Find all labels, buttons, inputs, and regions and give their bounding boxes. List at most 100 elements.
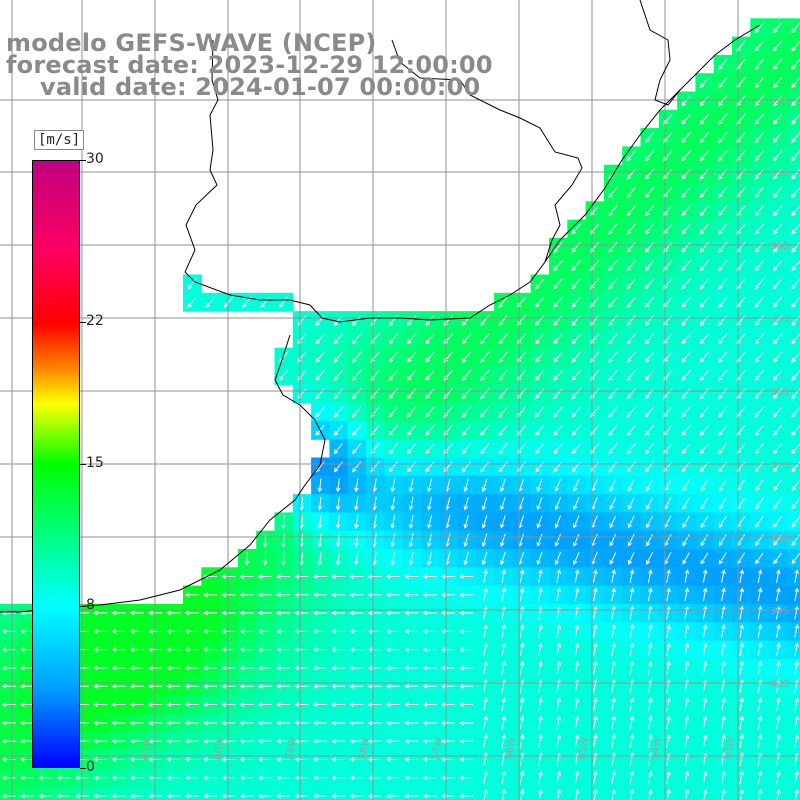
wind-arrow bbox=[459, 757, 474, 762]
wind-arrow bbox=[202, 702, 217, 707]
wind-arrow bbox=[349, 793, 364, 799]
wind-arrow bbox=[129, 610, 144, 616]
wind-arrow bbox=[754, 95, 764, 107]
wind-arrow bbox=[666, 605, 671, 620]
wind-arrow bbox=[553, 424, 563, 436]
wind-arrow bbox=[538, 605, 543, 620]
wind-arrow bbox=[646, 497, 654, 510]
wind-arrow bbox=[772, 461, 783, 473]
wind-arrow bbox=[184, 610, 199, 616]
wind-arrow bbox=[721, 678, 726, 693]
latitude-label: 36S bbox=[770, 387, 789, 398]
wind-arrow bbox=[647, 587, 653, 602]
wind-arrow bbox=[699, 461, 710, 473]
wind-arrow bbox=[276, 738, 291, 744]
wind-arrow bbox=[427, 496, 433, 511]
wind-arrow bbox=[349, 574, 364, 579]
wind-arrow bbox=[148, 610, 163, 616]
colorbar-unit: [m/s] bbox=[34, 130, 85, 150]
wind-speed-cell bbox=[439, 786, 459, 800]
wind-arrow bbox=[647, 770, 653, 785]
wind-arrow bbox=[440, 757, 455, 762]
wind-arrow bbox=[611, 660, 616, 675]
wind-arrow bbox=[239, 738, 254, 744]
wind-speed-cell bbox=[786, 695, 800, 715]
wind-arrow bbox=[776, 569, 781, 583]
wind-arrow bbox=[166, 702, 181, 707]
wind-arrow bbox=[699, 168, 710, 180]
wind-arrow bbox=[500, 515, 506, 529]
wind-arrow bbox=[754, 461, 764, 473]
wind-arrow bbox=[239, 757, 254, 762]
wind-arrow bbox=[609, 478, 617, 492]
wind-arrow bbox=[312, 683, 327, 689]
wind-arrow bbox=[718, 314, 728, 327]
wind-arrow bbox=[331, 738, 346, 744]
wind-arrow bbox=[367, 738, 382, 744]
wind-arrow bbox=[239, 665, 254, 671]
wind-arrow bbox=[404, 757, 419, 762]
wind-arrow bbox=[461, 406, 472, 418]
wind-arrow bbox=[498, 461, 508, 473]
wind-speed-cell bbox=[786, 292, 800, 312]
wind-arrow bbox=[776, 660, 781, 675]
wind-arrow bbox=[739, 623, 745, 638]
wind-arrow bbox=[700, 497, 709, 510]
wind-arrow bbox=[666, 697, 671, 711]
wind-arrow bbox=[276, 683, 291, 689]
wind-arrow bbox=[699, 95, 710, 107]
wind-arrow bbox=[684, 715, 690, 730]
wind-arrow bbox=[608, 442, 618, 455]
wind-arrow bbox=[647, 660, 653, 675]
wind-arrow bbox=[483, 623, 488, 638]
wind-arrow bbox=[459, 610, 474, 616]
wind-arrow bbox=[111, 702, 126, 707]
wind-arrow bbox=[681, 351, 691, 363]
wind-arrow bbox=[721, 697, 726, 711]
wind-arrow bbox=[519, 678, 525, 693]
wind-arrow bbox=[609, 533, 617, 547]
wind-arrow bbox=[498, 314, 508, 327]
wind-arrow bbox=[93, 647, 108, 653]
wind-arrow bbox=[538, 788, 543, 800]
wind-arrow bbox=[626, 461, 636, 473]
wind-arrow bbox=[699, 388, 710, 400]
wind-arrow bbox=[239, 683, 254, 689]
wind-arrow bbox=[794, 660, 799, 675]
wind-arrow bbox=[626, 186, 636, 199]
wind-arrow bbox=[772, 424, 783, 436]
wind-arrow bbox=[93, 793, 108, 799]
wind-arrow bbox=[718, 369, 728, 382]
wind-arrow bbox=[352, 351, 362, 363]
wind-arrow bbox=[500, 478, 506, 493]
wind-arrow bbox=[644, 259, 655, 272]
wind-arrow bbox=[608, 388, 618, 400]
wind-arrow bbox=[221, 720, 236, 726]
wind-arrow bbox=[574, 569, 580, 583]
wind-arrow bbox=[535, 461, 545, 473]
wind-arrow bbox=[349, 592, 364, 598]
wind-speed-cell bbox=[786, 640, 800, 660]
wind-arrow bbox=[331, 720, 346, 726]
wind-arrow bbox=[501, 642, 507, 657]
wind-arrow bbox=[794, 733, 799, 748]
latitude-label: 37S bbox=[770, 460, 789, 471]
wind-arrow bbox=[422, 647, 437, 653]
wind-speed-cell bbox=[786, 402, 800, 422]
wind-arrow bbox=[644, 168, 655, 180]
wind-arrow bbox=[608, 406, 618, 418]
wind-arrow bbox=[257, 574, 272, 579]
colorbar-tick-label: 22 bbox=[86, 313, 104, 330]
wind-arrow bbox=[754, 131, 764, 144]
wind-arrow bbox=[684, 587, 690, 602]
wind-arrow bbox=[681, 406, 691, 418]
wind-arrow bbox=[367, 720, 382, 726]
wind-arrow bbox=[223, 296, 234, 308]
wind-arrow bbox=[294, 775, 309, 781]
wind-arrow bbox=[221, 775, 236, 781]
wind-arrow bbox=[501, 733, 507, 748]
wind-arrow bbox=[718, 333, 728, 345]
wind-arrow bbox=[791, 388, 800, 400]
wind-arrow bbox=[739, 587, 745, 602]
wind-arrow bbox=[776, 770, 781, 785]
